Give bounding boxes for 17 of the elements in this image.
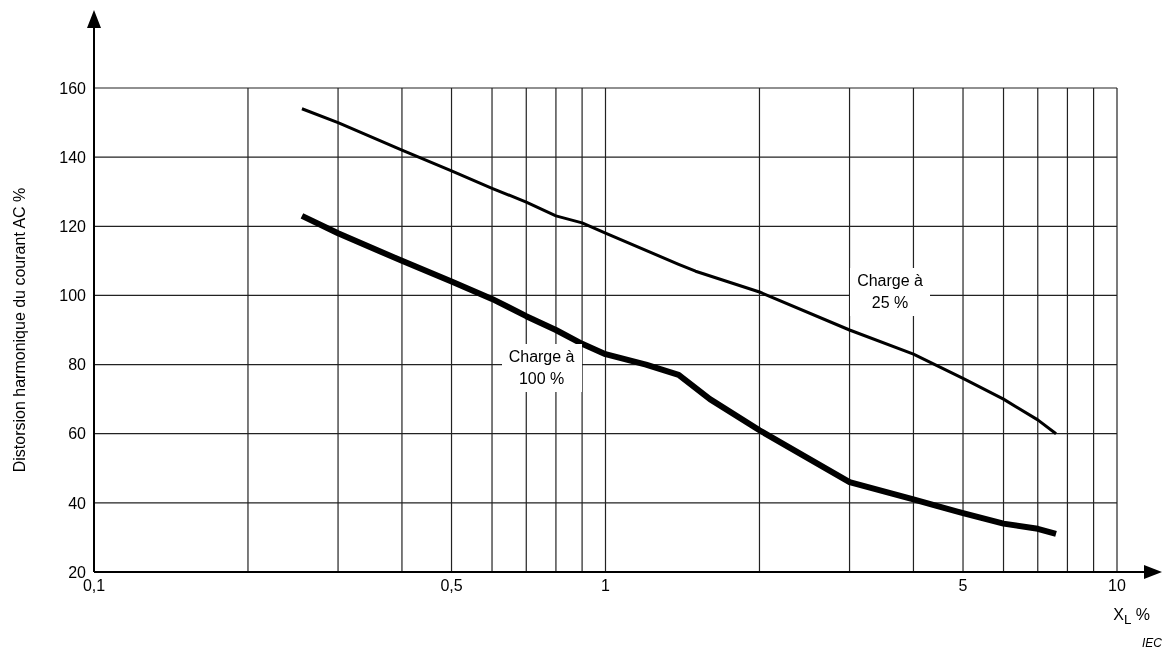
y-axis-title: Distorsion harmonique du courant AC % <box>11 187 29 473</box>
y-tick-label: 80 <box>68 356 87 374</box>
series-label: Charge à 100 % <box>501 344 582 393</box>
series-label: Charge à 25 % <box>850 267 931 316</box>
y-tick-label: 60 <box>68 425 87 443</box>
x-tick-label: 0,1 <box>82 577 106 595</box>
x-tick-label: 5 <box>958 577 968 595</box>
x-tick-label: 10 <box>1108 577 1126 595</box>
text: IEC <box>1141 636 1162 650</box>
y-tick-label: 120 <box>59 217 87 235</box>
x-tick-label: 0,5 <box>440 577 463 595</box>
y-tick-label: 40 <box>68 494 87 512</box>
x-tick-label: 1 <box>601 577 611 595</box>
y-tick-label: 160 <box>59 79 87 97</box>
y-tick-label: 140 <box>59 148 87 166</box>
y-tick-label: 100 <box>59 287 87 305</box>
x-axis-title: X$_{L}$ % <box>1113 606 1150 628</box>
